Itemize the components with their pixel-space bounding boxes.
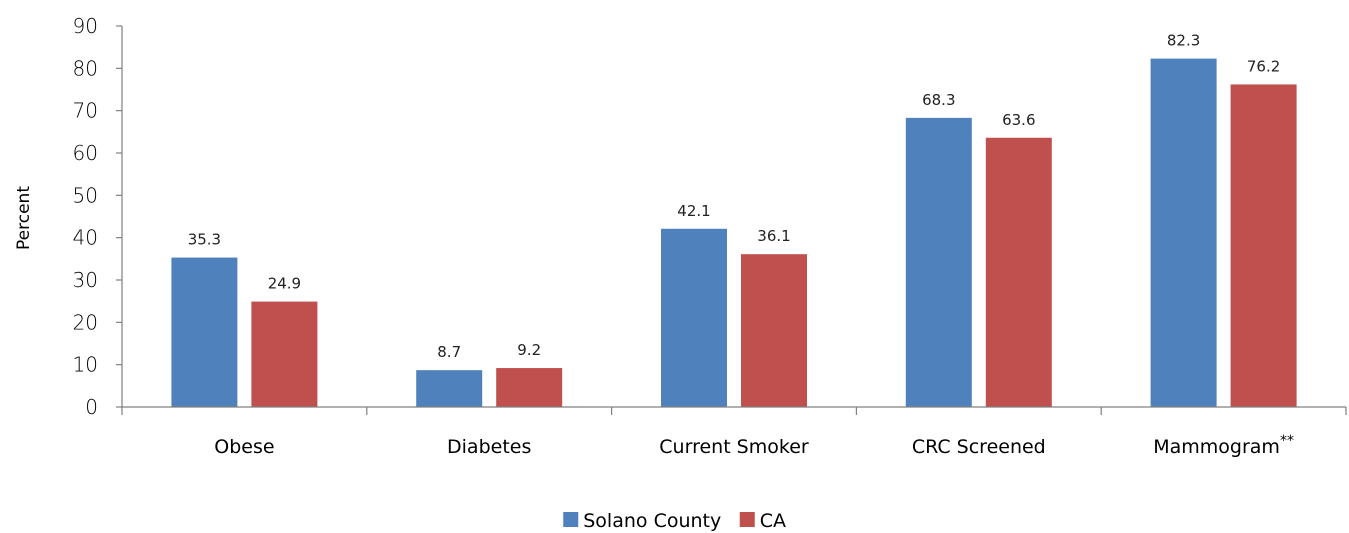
y-tick-label: 20: [73, 310, 98, 334]
x-axis: Obese Diabetes Current Smoker CRC Screened M…: [121, 406, 1347, 458]
bar-ca-crc-screened: [985, 137, 1052, 407]
legend-swatch: [563, 512, 579, 527]
x-tick-label: CRC Screened: [912, 436, 1046, 458]
data-label: 35.3: [188, 231, 221, 249]
y-tick-label: 60: [73, 141, 98, 165]
data-label: 68.3: [922, 91, 955, 109]
y-tick-label: 70: [73, 99, 98, 123]
y-axis-title: Percent: [14, 186, 34, 250]
y-tick-label: 40: [73, 226, 98, 250]
data-labels-group: 35.3 24.9 8.7 9.2 42.1 36.1 68.3 63.6 82.3 76.2: [188, 32, 1281, 362]
data-label: 42.1: [677, 202, 710, 220]
x-tick-label: Diabetes: [447, 436, 531, 458]
y-tick-label: 0: [85, 395, 98, 419]
bar-ca-obese: [251, 301, 318, 407]
x-tick-label: Mammogram**: [1153, 433, 1294, 458]
bar-solano-county-crc-screened: [905, 117, 972, 407]
y-tick-label: 10: [73, 353, 98, 377]
y-tick-label: 80: [73, 56, 98, 80]
y-axis-ticks: 0 10 20 30 40 50 60 70 80 90: [73, 14, 123, 419]
x-tick-label: Obese: [214, 436, 274, 458]
bar-solano-county-obese: [171, 257, 238, 407]
bar-ca-mammogram: [1230, 84, 1297, 408]
data-label: 24.9: [268, 275, 301, 293]
legend-label: Solano County: [583, 510, 721, 532]
legend-label: CA: [760, 510, 786, 532]
y-tick-label: 30: [73, 268, 98, 292]
data-label: 76.2: [1247, 57, 1280, 75]
legend-swatch: [739, 512, 755, 527]
y-tick-label: 50: [73, 183, 98, 207]
legend: Solano County CA: [563, 510, 786, 532]
bar-ca-diabetes: [496, 368, 563, 407]
data-label: 9.2: [517, 341, 541, 359]
bars-group: [171, 58, 1297, 408]
data-label: 8.7: [437, 343, 461, 361]
bar-solano-county-current-smoker: [661, 228, 727, 407]
bar-solano-county-mammogram: [1150, 58, 1217, 407]
x-tick-label: Current Smoker: [659, 436, 809, 458]
data-label: 36.1: [757, 227, 790, 245]
data-label: 63.6: [1002, 111, 1035, 129]
y-tick-label: 90: [73, 14, 98, 38]
footnote-mark: **: [1280, 433, 1294, 449]
data-label: 82.3: [1167, 32, 1200, 50]
bar-ca-current-smoker: [741, 254, 807, 407]
bar-solano-county-diabetes: [416, 370, 483, 407]
